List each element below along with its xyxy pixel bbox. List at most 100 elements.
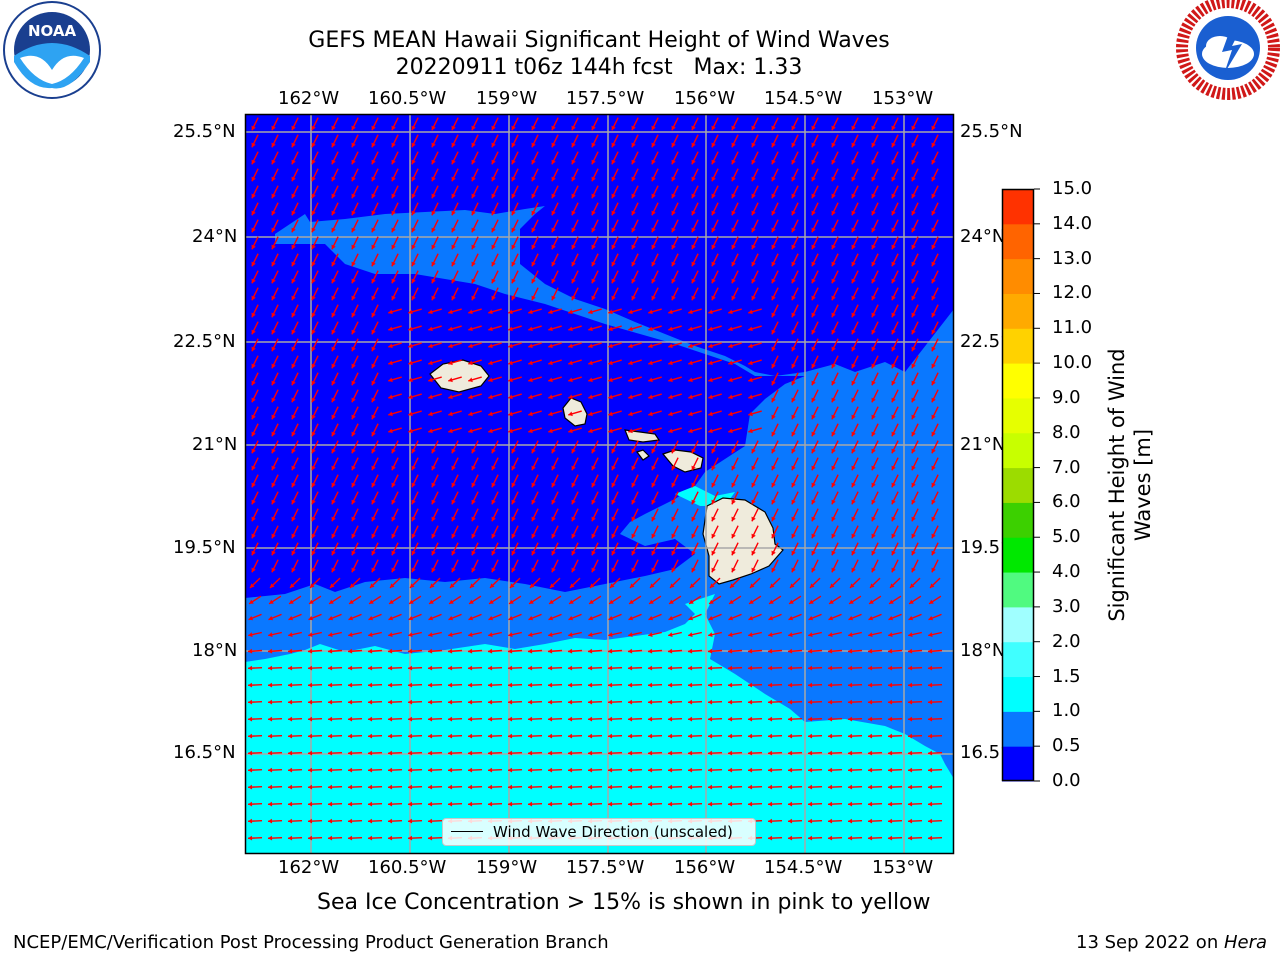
wave-direction-arrowhead [588,750,593,756]
wave-direction-arrowhead [808,767,813,773]
wave-direction-arrowhead [308,682,313,688]
wave-direction-arrowhead [831,176,836,182]
wave-direction-arrowhead [288,801,293,807]
wave-direction-arrowhead [731,142,736,148]
wave-direction-arrowhead [708,767,713,773]
wave-direction-arrowhead [911,465,916,471]
wave-direction-arrowhead [348,801,353,807]
wave-direction-arrowhead [648,733,653,739]
wave-direction-arrowhead [448,784,453,790]
wave-direction-arrowhead [871,397,876,403]
wave-direction-arrowhead [450,583,455,588]
wave-direction-arrowhead [428,750,433,756]
wind-wave-direction-arrows [247,117,943,841]
wave-direction-arrowhead [851,329,856,335]
wave-direction-arrowhead [291,346,296,352]
wave-direction-arrowhead [928,835,933,841]
wave-direction-arrowhead [851,550,856,556]
wave-direction-arrowhead [428,784,433,790]
wave-direction-arrowhead [391,142,396,148]
wave-direction-arrowhead [931,482,936,488]
wave-direction-arrowhead [528,394,533,400]
wave-direction-arrowhead [411,499,416,505]
wave-direction-arrowhead [891,159,896,165]
wave-direction-arrowhead [488,428,493,434]
wave-direction-arrowhead [331,414,336,420]
wave-direction-arrowhead [508,615,514,621]
wave-direction-arrowhead [411,482,416,488]
wave-direction-arrowhead [851,567,856,573]
wave-direction-arrowhead [611,244,616,250]
wave-direction-arrowhead [531,465,536,471]
lon-label-top-6: 154.5°W [764,88,843,109]
wave-direction-arrowhead [471,125,476,131]
wave-direction-arrowhead [688,632,693,637]
wave-direction-arrowhead [711,295,716,301]
wave-direction-arrowhead [848,835,853,841]
wave-direction-arrowhead [691,210,696,216]
wave-direction-arrowhead [268,665,273,671]
wave-direction-arrowhead [431,227,436,233]
wave-direction-arrowhead [670,583,675,588]
wave-direction-arrowhead [848,716,853,722]
wave-direction-arrowhead [511,210,516,216]
wave-direction-arrowhead [591,210,596,216]
wave-direction-arrowhead [768,648,773,654]
wave-direction-arrowhead [351,499,356,505]
wave-direction-arrowhead [891,397,896,403]
wave-direction-arrowhead [351,142,356,148]
wave-direction-arrowhead [448,326,453,332]
wave-direction-arrowhead [408,615,414,621]
wave-direction-arrowhead [248,818,253,824]
wave-direction-arrowhead [688,411,693,417]
wave-direction-arrowhead [791,142,796,148]
wave-direction-arrowhead [928,648,933,654]
wave-direction-arrowhead [891,193,896,199]
wave-direction-arrowhead [271,431,276,437]
wave-direction-arrowhead [428,716,433,722]
wave-direction-arrowhead [391,176,396,182]
lon-label-top-1: 162°W [278,88,340,109]
wave-direction-arrowhead [391,550,396,556]
wave-direction-arrowhead [311,295,316,301]
wave-direction-arrowhead [928,784,933,790]
island-lanai [636,449,650,461]
wave-direction-arrowhead [671,516,676,522]
wave-direction-arrowhead [708,699,713,705]
wave-direction-arrowhead [651,227,656,233]
wave-direction-arrowhead [771,295,776,301]
wave-direction-arrowhead [888,682,893,688]
wave-direction-arrowhead [588,682,593,688]
wave-direction-arrowhead [291,414,296,420]
wave-direction-arrowhead [931,312,936,318]
wave-direction-arrowhead [751,516,756,522]
wave-direction-arrowhead [451,142,456,148]
wave-direction-arrowhead [628,801,633,807]
wave-direction-arrowhead [388,682,393,688]
wave-direction-arrowhead [408,343,413,349]
wave-direction-arrowhead [749,599,754,604]
colorbar-segment [1002,606,1034,643]
wave-direction-arrowhead [588,360,593,366]
wave-direction-arrowhead [551,210,556,216]
wave-direction-arrowhead [491,550,496,556]
wave-direction-arrowhead [448,615,454,621]
wave-direction-arrowhead [811,567,816,573]
wave-direction-arrowhead [528,615,534,621]
wave-direction-arrowhead [688,326,693,332]
wave-direction-arrowhead [931,295,936,301]
wave-direction-arrowhead [571,465,576,471]
wave-direction-arrowhead [488,699,493,705]
wave-direction-arrowhead [648,411,653,417]
wave-direction-arrowhead [631,550,636,556]
wave-direction-arrowhead [269,599,274,604]
wave-direction-arrowhead [531,210,536,216]
wave-direction-arrowhead [568,428,573,434]
wave-direction-arrowhead [448,309,453,315]
wave-direction-arrowhead [908,665,913,671]
wave-direction-arrowhead [408,648,413,654]
wave-direction-arrowhead [608,343,613,349]
wave-direction-arrowhead [611,533,616,539]
wave-direction-arrowhead [668,750,673,756]
wave-direction-arrowhead [411,295,416,301]
